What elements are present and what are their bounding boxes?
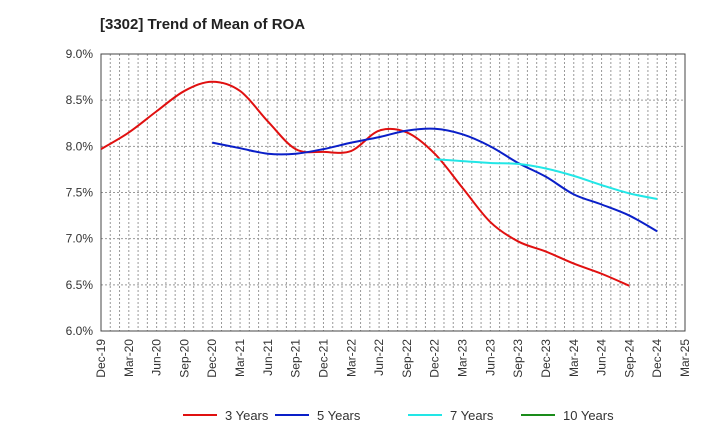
series-line-3-years [100, 80, 630, 287]
x-tick-label: Jun-24 [595, 339, 609, 376]
x-tick-label: Jun-20 [150, 339, 164, 376]
legend-label-3-years: 3 Years [225, 408, 269, 423]
x-tick-label: Sep-22 [400, 339, 414, 378]
y-tick-label: 8.0% [66, 139, 94, 153]
x-tick-label: Mar-24 [567, 339, 581, 377]
x-tick-label: Sep-24 [622, 339, 636, 378]
legend-label-7-years: 7 Years [450, 408, 494, 423]
x-tick-label: Mar-25 [678, 339, 692, 377]
series-line-7-years [434, 158, 658, 200]
x-tick-label: Mar-20 [122, 339, 136, 377]
x-tick-label: Sep-21 [289, 339, 303, 378]
x-tick-label: Dec-19 [94, 339, 108, 378]
series-lines [100, 80, 658, 287]
x-tick-label: Dec-22 [428, 339, 442, 378]
grid [101, 53, 685, 332]
x-tick-label: Dec-21 [316, 339, 330, 378]
chart-title: [3302] Trend of Mean of ROA [100, 16, 305, 33]
series-line-5-years [212, 127, 658, 233]
legend-label-5-years: 5 Years [317, 408, 361, 423]
x-tick-label: Mar-23 [456, 339, 470, 377]
x-tick-label: Sep-23 [511, 339, 525, 378]
y-tick-label: 9.0% [66, 47, 94, 61]
legend-label-10-years: 10 Years [563, 408, 614, 423]
x-tick-label: Mar-22 [344, 339, 358, 377]
y-axis: 6.0% 6.5% 7.0% 7.5% 8.0% 8.5% 9.0% [66, 47, 94, 338]
y-tick-label: 6.5% [66, 278, 94, 292]
plot-area-frame [100, 53, 686, 332]
x-tick-label: Jun-22 [372, 339, 386, 376]
x-tick-label: Jun-23 [483, 339, 497, 376]
y-tick-label: 6.0% [66, 324, 94, 338]
y-tick-label: 7.5% [66, 186, 94, 200]
x-tick-label: Dec-24 [650, 339, 664, 378]
x-axis: Dec-19 Mar-20 Jun-20 Sep-20 Dec-20 Mar-21 Jun-… [94, 339, 692, 378]
x-tick-label: Dec-20 [205, 339, 219, 378]
x-tick-label: Mar-21 [233, 339, 247, 377]
x-tick-label: Dec-23 [539, 339, 553, 378]
x-tick-label: Jun-21 [261, 339, 275, 376]
x-tick-label: Sep-20 [177, 339, 191, 378]
legend: 3 Years 5 Years 7 Years 10 Years [183, 408, 614, 423]
y-tick-label: 7.0% [66, 232, 94, 246]
y-tick-label: 8.5% [66, 93, 94, 107]
